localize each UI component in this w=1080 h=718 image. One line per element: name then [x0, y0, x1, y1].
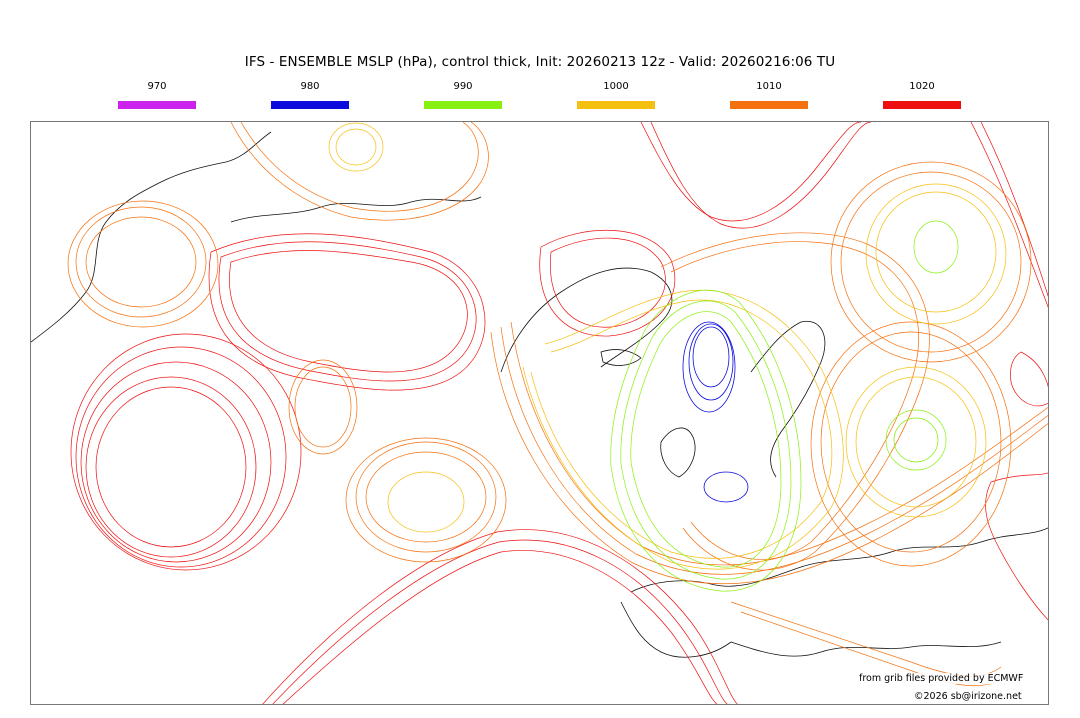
chart-title: IFS - ENSEMBLE MSLP (hPa), control thick… — [244, 54, 836, 70]
isobar-1020-arctic-ridge — [650, 122, 872, 229]
coastline-canada-arctic — [230, 196, 482, 223]
map-panel — [30, 121, 1049, 705]
isobar-1010-canada-north — [240, 122, 479, 212]
isobar-1020-greenland-high — [550, 237, 666, 328]
legend-item-1010: 1010 — [730, 80, 808, 109]
legend-label: 970 — [147, 81, 167, 92]
isobar-1010-atlantic-trough — [510, 321, 1048, 566]
legend-label: 990 — [453, 81, 473, 92]
legend-label: 980 — [300, 81, 320, 92]
isobar-1020-atlantic-high — [95, 386, 247, 548]
isobar-1020-east-high — [1010, 351, 1048, 407]
isobar-1020-east — [980, 122, 1048, 297]
isobar-1000-azores — [387, 471, 465, 533]
isobar-990-north-sea-low — [620, 300, 792, 580]
isobar-1020-atlantic-high — [85, 376, 257, 558]
isobar-1010-azores — [365, 451, 487, 543]
isobar-980-norway-low — [692, 326, 730, 388]
isobar-1000-russia — [865, 183, 1007, 325]
isobar-990-russia — [913, 220, 959, 274]
legend-label: 1020 — [909, 81, 935, 92]
isobar-1020-atlantic-high — [75, 346, 287, 568]
isobar-1000-north-atlantic — [530, 299, 833, 559]
coastline-greenland — [500, 267, 673, 373]
isobar-map — [31, 122, 1048, 704]
legend-swatch — [883, 101, 961, 109]
isobar-1020-east — [970, 122, 1048, 308]
coastline-europe — [630, 527, 1048, 593]
source-credit: from grib files provided by ECMWF — [857, 673, 1026, 684]
isobar-1020-atlantic-high — [80, 361, 272, 563]
isobar-990-north-sea-low — [630, 311, 782, 568]
isobar-990-central-europe — [885, 409, 947, 471]
isobar-1010-canada-north — [230, 122, 489, 221]
isobar-1020-subtropical-ridge — [282, 550, 718, 704]
isobar-1020-subtropical-ridge — [272, 539, 728, 704]
isobar-1000-hudson — [328, 122, 384, 172]
legend-label: 1000 — [603, 81, 629, 92]
isobar-1010-alaska — [85, 216, 197, 308]
coastline-british-isles — [660, 427, 696, 478]
isobar-980-norway-low — [703, 471, 749, 503]
isobar-1010-alaska — [67, 200, 219, 328]
isobar-1010-atlantic-trough — [500, 326, 1048, 575]
isobar-1020-canada — [229, 250, 468, 373]
isobar-1010-russia — [830, 161, 1032, 363]
isobars-1010 — [67, 122, 1048, 687]
isobars-1000 — [328, 122, 1007, 570]
isobar-1020-canada — [218, 241, 477, 382]
isobar-1020-arctic-ridge — [640, 122, 862, 222]
coastline-iceland — [600, 349, 642, 366]
legend-item-1000: 1000 — [577, 80, 655, 109]
isobar-1020-canada — [208, 233, 486, 391]
coastline-scandinavia — [750, 320, 826, 478]
isobar-1010-central-europe — [820, 331, 1002, 553]
isobar-1020-mediterranean — [985, 472, 1048, 621]
legend-swatch — [577, 101, 655, 109]
coastline-iberia — [620, 601, 732, 658]
isobar-1000-central-europe — [845, 366, 987, 518]
isobar-1000-central-europe — [855, 376, 977, 508]
isobar-1000-russia — [875, 191, 997, 313]
legend-swatch — [730, 101, 808, 109]
isobar-1010-europe-low — [670, 241, 919, 560]
isobar-1010-atlantic-trough — [490, 331, 1048, 585]
isobar-1020-greenland-high — [539, 229, 676, 337]
isobar-980-norway-low — [682, 321, 736, 413]
isobar-980-norway-low — [688, 323, 734, 401]
legend-item-970: 970 — [118, 80, 196, 109]
isobar-990-north-sea-low — [610, 289, 802, 592]
isobar-1020-subtropical-ridge — [262, 529, 738, 704]
legend-swatch — [424, 101, 502, 109]
isobar-1010-mid-atlantic — [294, 366, 352, 448]
isobar-990-central-europe — [893, 417, 939, 463]
isobar-1010-mid-atlantic — [288, 359, 358, 455]
isobar-1020-atlantic-high — [70, 333, 302, 571]
isobar-1010-russia — [840, 171, 1022, 353]
pressure-legend: 970 980 990 1000 1010 1020 — [0, 80, 1080, 112]
isobars-980 — [682, 321, 749, 503]
isobar-1010-central-europe — [810, 321, 1012, 567]
isobar-1000-north-atlantic — [522, 289, 844, 570]
legend-swatch — [118, 101, 196, 109]
isobars-1020 — [70, 122, 1048, 704]
isobar-1010-europe-low — [660, 232, 930, 571]
isobar-1010-alaska — [75, 206, 207, 318]
legend-swatch — [271, 101, 349, 109]
copyright-credit: ©2026 sb@irizone.net — [914, 691, 1022, 702]
isobar-1000-hudson — [335, 128, 377, 166]
isobar-1010-azores — [345, 437, 507, 563]
isobar-1010-mediterranean — [740, 611, 1007, 687]
coastlines — [31, 131, 1048, 658]
legend-item-990: 990 — [424, 80, 502, 109]
legend-item-980: 980 — [271, 80, 349, 109]
coastline-mediterranean — [730, 641, 1002, 657]
legend-label: 1010 — [756, 81, 782, 92]
isobar-1010-azores — [355, 441, 497, 553]
isobars-990 — [610, 220, 959, 592]
isobar-1010-mediterranean — [730, 601, 1002, 677]
legend-item-1020: 1020 — [883, 80, 961, 109]
